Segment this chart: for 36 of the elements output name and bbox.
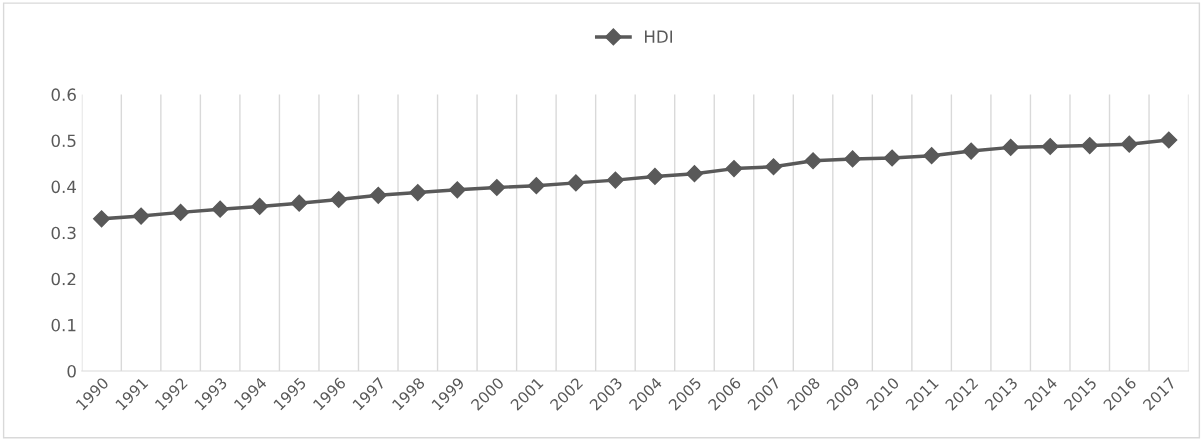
point [488, 178, 506, 197]
point [448, 181, 466, 199]
point [93, 210, 111, 228]
point [844, 150, 862, 168]
y-tick-label: 0.2 [51, 272, 76, 286]
point [527, 177, 545, 195]
point [883, 149, 901, 167]
point [567, 174, 585, 192]
point [1081, 136, 1099, 155]
y-tick-label: 0.1 [51, 318, 76, 332]
point [646, 167, 664, 185]
point [804, 152, 822, 170]
point [606, 171, 624, 189]
y-tick-label: 0.3 [51, 226, 76, 240]
point [1120, 135, 1138, 153]
point [251, 197, 269, 215]
point [1160, 131, 1178, 149]
point [923, 147, 941, 165]
point [1041, 137, 1059, 156]
y-tick-label: 0.4 [51, 180, 77, 194]
point [1002, 138, 1020, 156]
point [685, 165, 704, 183]
point [725, 160, 743, 178]
point [330, 190, 348, 209]
y-tick-label: 0 [67, 364, 76, 378]
point [290, 194, 308, 212]
point [409, 184, 427, 202]
point [764, 158, 783, 176]
point [172, 203, 190, 221]
point [211, 200, 229, 218]
y-tick-label: 0.6 [51, 88, 76, 101]
point [132, 207, 150, 225]
point [962, 142, 980, 160]
point [369, 186, 387, 204]
y-tick-label: 0.5 [51, 134, 76, 148]
legend-label: HDI [645, 30, 673, 43]
